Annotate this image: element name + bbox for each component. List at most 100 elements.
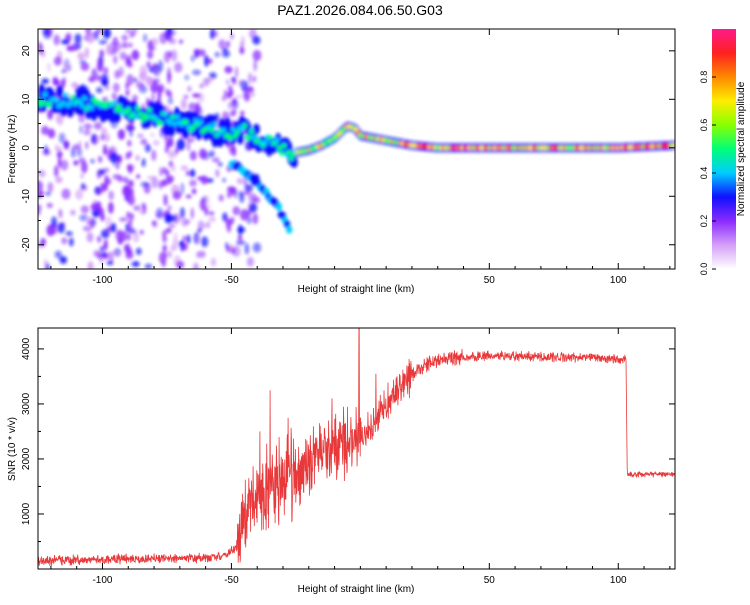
noise-blob	[140, 138, 148, 146]
noise-blob	[198, 148, 207, 160]
noise-blob	[61, 237, 68, 245]
ridge-core	[197, 119, 204, 125]
noise-blob	[252, 242, 262, 253]
noise-streak	[96, 171, 102, 179]
spec-xtick-label: 50	[484, 275, 496, 286]
noise-blob	[172, 190, 182, 200]
noise-blob	[47, 182, 54, 193]
spec-ytick-label: 0	[21, 145, 32, 151]
noise-blob	[225, 79, 230, 85]
noise-blob	[167, 151, 177, 159]
ridge-outer	[252, 123, 260, 135]
noise-streak	[231, 108, 237, 116]
ridge-core	[146, 107, 152, 113]
noise-blob	[63, 140, 69, 150]
ridge-outer	[182, 128, 190, 139]
snr-ytick-label: 1000	[21, 502, 32, 525]
noise-blob	[108, 190, 114, 201]
noise-streak	[127, 179, 133, 187]
noise-blob	[104, 133, 111, 142]
noise-blob	[185, 170, 190, 177]
noise-blob	[244, 243, 250, 255]
snr-xtick-label: 100	[610, 575, 627, 586]
noise-blob	[45, 191, 51, 196]
noise-blob	[193, 48, 201, 55]
noise-blob	[210, 257, 217, 267]
ridge-core	[167, 120, 173, 126]
noise-blob	[239, 46, 245, 55]
noise-blob	[79, 59, 86, 64]
spec-xtick-label: -100	[92, 275, 112, 286]
noise-blob	[133, 260, 139, 268]
noise-blob	[163, 250, 168, 259]
noise-blob	[71, 82, 79, 89]
noise-blob	[41, 78, 50, 84]
noise-blob	[85, 141, 89, 150]
noise-streak	[123, 176, 129, 184]
noise-streak	[124, 188, 130, 196]
noise-blob	[198, 250, 206, 258]
snr-xlabel: Height of straight line (km)	[298, 584, 415, 595]
noise-blob	[83, 129, 91, 136]
noise-blob	[188, 102, 197, 111]
ridge-core	[125, 107, 132, 113]
noise-blob	[139, 230, 144, 235]
noise-streak	[161, 260, 166, 268]
noise-blob	[252, 213, 259, 225]
ridge-core	[88, 105, 94, 111]
noise-blob	[42, 29, 50, 36]
noise-blob	[208, 216, 216, 222]
noise-blob	[164, 213, 173, 224]
noise-blob	[119, 51, 127, 61]
ridge-core	[112, 100, 118, 106]
noise-blob	[208, 211, 215, 216]
noise-streak	[231, 247, 236, 255]
ridge-core	[47, 102, 53, 108]
noise-blob	[146, 97, 150, 108]
noise-streak	[168, 177, 174, 184]
noise-streak	[126, 211, 131, 219]
noise-blob	[236, 177, 244, 185]
ridge-core	[281, 143, 287, 149]
amplitude-colorbar: 0.0 0.2 0.4 0.6 0.8 Normalized spectral ampl…	[699, 29, 747, 275]
branch-blob	[275, 202, 283, 211]
noise-blob	[83, 123, 93, 130]
noise-blob	[199, 83, 204, 89]
noise-blob	[194, 102, 200, 114]
noise-blob	[180, 207, 185, 219]
noise-streak	[98, 207, 104, 215]
noise-blob	[180, 182, 185, 195]
noise-streak	[125, 82, 130, 90]
noise-streak	[227, 90, 233, 98]
colorbar-tick-label: 0.4	[699, 167, 709, 180]
ridge-core	[246, 134, 252, 141]
noise-streak	[96, 29, 101, 35]
ridge-core	[279, 150, 285, 156]
noise-blob	[56, 150, 63, 159]
noise-blob	[100, 258, 104, 264]
noise-streak	[96, 74, 101, 82]
ridge-core	[248, 128, 255, 134]
noise-blob	[38, 191, 43, 199]
noise-blob	[184, 74, 190, 81]
noise-streak	[125, 89, 130, 97]
noise-blob	[213, 30, 218, 38]
ridge-core	[671, 143, 675, 148]
noise-blob	[167, 250, 172, 258]
noise-blob	[230, 33, 234, 40]
noise-blob	[55, 143, 59, 151]
noise-streak	[125, 152, 130, 160]
ridge-core	[211, 121, 217, 127]
noise-blob	[182, 235, 187, 242]
noise-streak	[167, 34, 173, 42]
noise-blob	[183, 94, 189, 100]
ridge-core	[235, 129, 241, 135]
noise-blob	[151, 176, 159, 189]
noise-blob	[191, 55, 195, 62]
ridge-core	[116, 103, 122, 109]
noise-blob	[77, 52, 85, 60]
noise-blob	[239, 192, 245, 203]
noise-blob	[61, 188, 71, 200]
noise-streak	[102, 243, 108, 251]
noise-blob	[109, 152, 118, 163]
